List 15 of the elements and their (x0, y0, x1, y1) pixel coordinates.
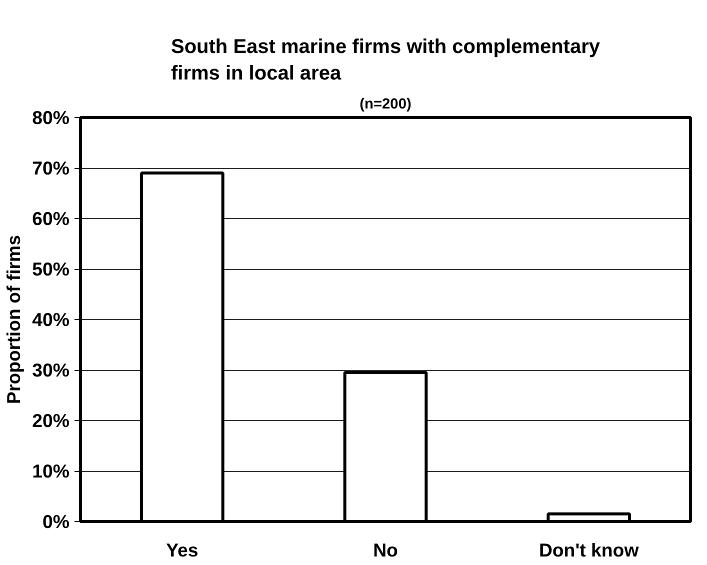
chart-subtitle: (n=200) (360, 96, 412, 112)
x-tick-label: No (373, 540, 398, 560)
y-tick-label: 40% (32, 309, 70, 330)
y-tick-label: 70% (32, 158, 70, 178)
y-tick-label: 80% (32, 107, 70, 128)
y-tick-label: 10% (32, 460, 70, 482)
y-axis-title: Proportion of firms (3, 235, 24, 404)
y-tick-label: 20% (32, 410, 70, 431)
y-tick-label: 0% (42, 511, 70, 532)
x-tick-label: Yes (166, 540, 198, 560)
x-tick-label: Don't know (538, 540, 640, 560)
chart-title: South East marine firms with complementary firms in local area (171, 36, 601, 84)
y-tick-label: 60% (32, 208, 70, 229)
y-tick-label: 30% (32, 360, 70, 380)
y-tick-label: 50% (32, 258, 70, 280)
